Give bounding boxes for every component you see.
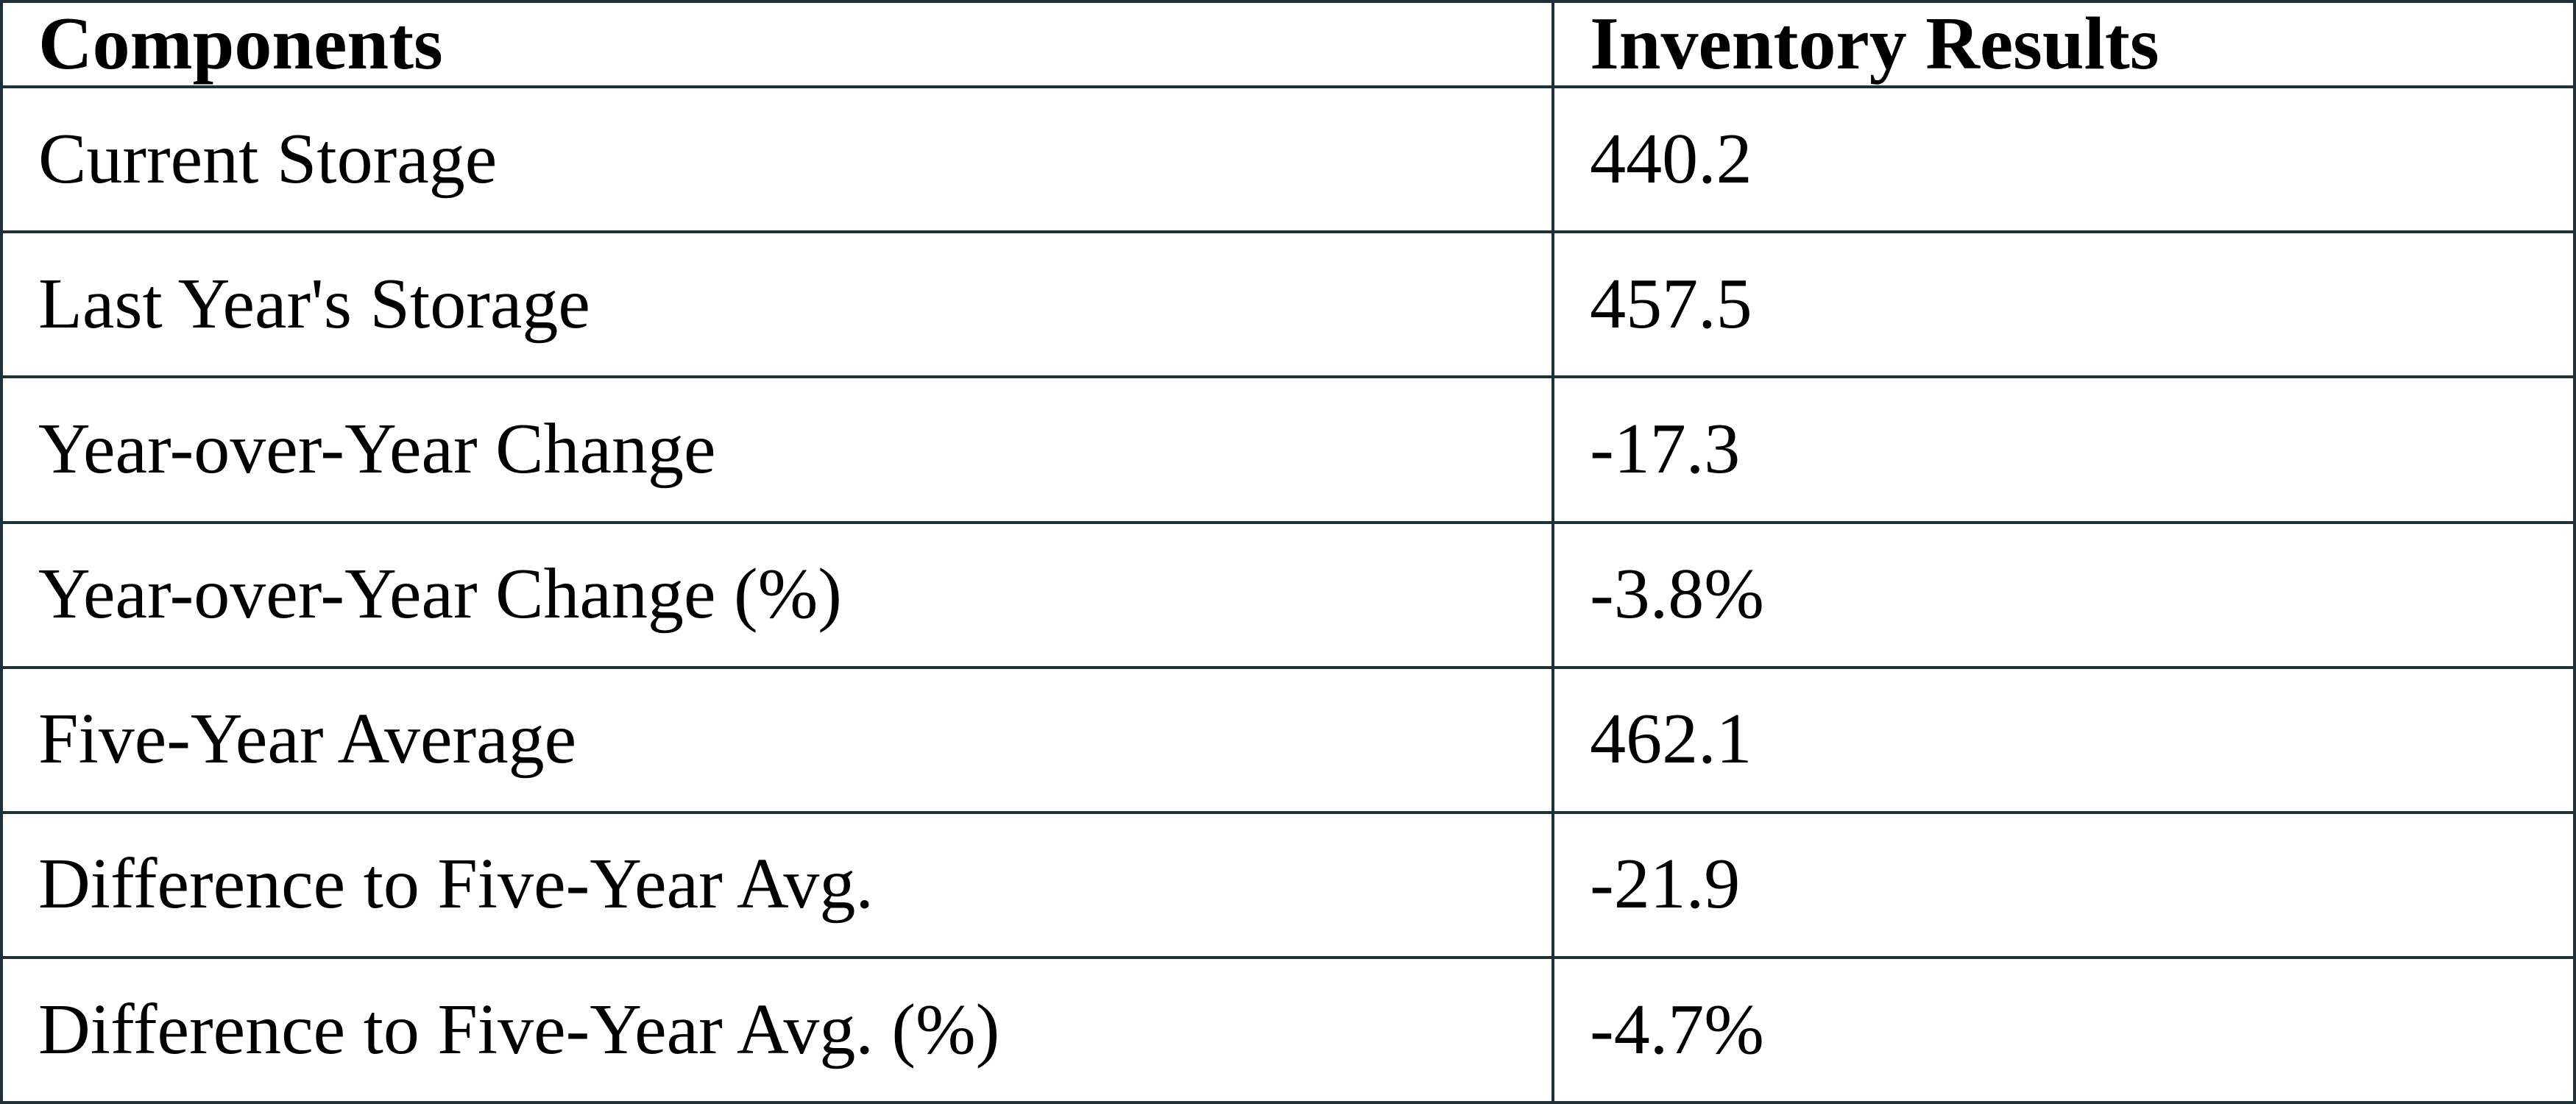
table-row: Difference to Five-Year Avg. (%) -4.7% [0,955,2576,1104]
header-inventory-results: Inventory Results [1551,0,2576,89]
table-row: Five-Year Average 462.1 [0,665,2576,814]
value-cell: -3.8% [1551,520,2576,669]
value-cell: 457.5 [1551,230,2576,379]
value-cell: 462.1 [1551,665,2576,814]
table-row: Year-over-Year Change (%) -3.8% [0,520,2576,669]
table-row: Difference to Five-Year Avg. -21.9 [0,810,2576,959]
component-cell: Current Storage [0,85,1555,234]
component-cell: Last Year's Storage [0,230,1555,379]
table-row: Year-over-Year Change -17.3 [0,375,2576,524]
header-components: Components [0,0,1555,89]
table-row: Last Year's Storage 457.5 [0,230,2576,379]
value-cell: -4.7% [1551,955,2576,1104]
component-cell: Year-over-Year Change [0,375,1555,524]
header-row: Components Inventory Results [0,0,2576,89]
value-cell: 440.2 [1551,85,2576,234]
component-cell: Difference to Five-Year Avg. (%) [0,955,1555,1104]
value-cell: -17.3 [1551,375,2576,524]
value-cell: -21.9 [1551,810,2576,959]
table-row: Current Storage 440.2 [0,85,2576,234]
component-cell: Five-Year Average [0,665,1555,814]
component-cell: Year-over-Year Change (%) [0,520,1555,669]
component-cell: Difference to Five-Year Avg. [0,810,1555,959]
